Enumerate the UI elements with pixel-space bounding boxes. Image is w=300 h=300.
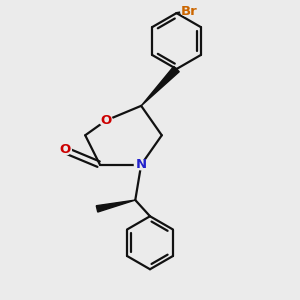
Text: O: O — [100, 114, 112, 127]
Polygon shape — [96, 200, 135, 212]
Text: Br: Br — [181, 5, 197, 18]
Text: O: O — [59, 143, 70, 157]
Ellipse shape — [181, 7, 197, 16]
Ellipse shape — [134, 160, 148, 170]
Text: N: N — [136, 158, 147, 171]
Polygon shape — [141, 66, 179, 106]
Ellipse shape — [58, 145, 71, 155]
Ellipse shape — [99, 116, 112, 126]
